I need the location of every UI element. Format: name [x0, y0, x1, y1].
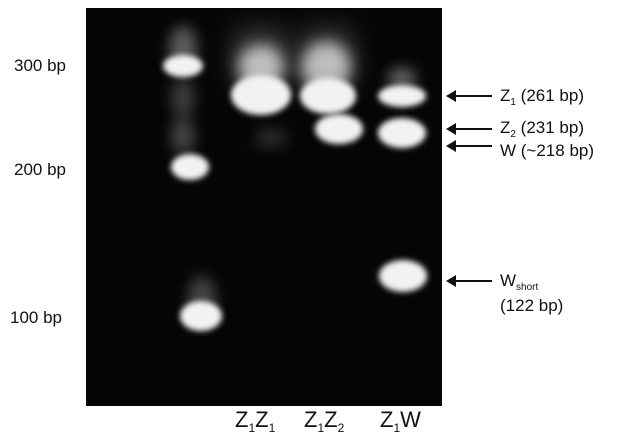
band-z1z1-z1 — [231, 75, 291, 115]
label-w: W (~218 bp) — [500, 141, 595, 160]
lane-z1w — [378, 68, 427, 292]
marker-200bp: 200 bp — [14, 160, 66, 179]
label-z1: Z1 (261 bp) — [500, 86, 584, 108]
arrow-w — [446, 140, 492, 152]
band-z1w-wshort — [379, 260, 427, 292]
band-z1w-z1 — [378, 85, 426, 107]
band-z1z2-z2 — [315, 114, 363, 144]
label-wshort: Wshort — [500, 271, 539, 293]
gel-bands — [163, 18, 427, 331]
band-z1w-w — [378, 118, 426, 148]
ladder-lane — [163, 26, 222, 331]
marker-100bp: 100 bp — [10, 308, 62, 327]
ladder-band-300 — [163, 55, 203, 77]
arrow-z2 — [446, 123, 492, 135]
ladder-band-200 — [171, 154, 209, 180]
arrow-z1 — [446, 90, 492, 102]
marker-300bp: 300 bp — [14, 56, 66, 75]
label-wshort-size: (122 bp) — [500, 296, 564, 315]
gel-image — [86, 8, 442, 406]
band-z1z2-z1 — [300, 78, 356, 114]
lane-label-z1w: Z1W — [380, 407, 421, 435]
label-z2: Z2 (231 bp) — [500, 118, 584, 140]
arrow-wshort — [446, 275, 492, 287]
lane-label-z1z2: Z1Z2 — [304, 407, 345, 435]
lane-z1z1 — [231, 18, 291, 148]
lane-label-z1z1: Z1Z1 — [235, 407, 276, 435]
ladder-band-100 — [180, 301, 222, 331]
lane-z1z2 — [300, 18, 363, 144]
